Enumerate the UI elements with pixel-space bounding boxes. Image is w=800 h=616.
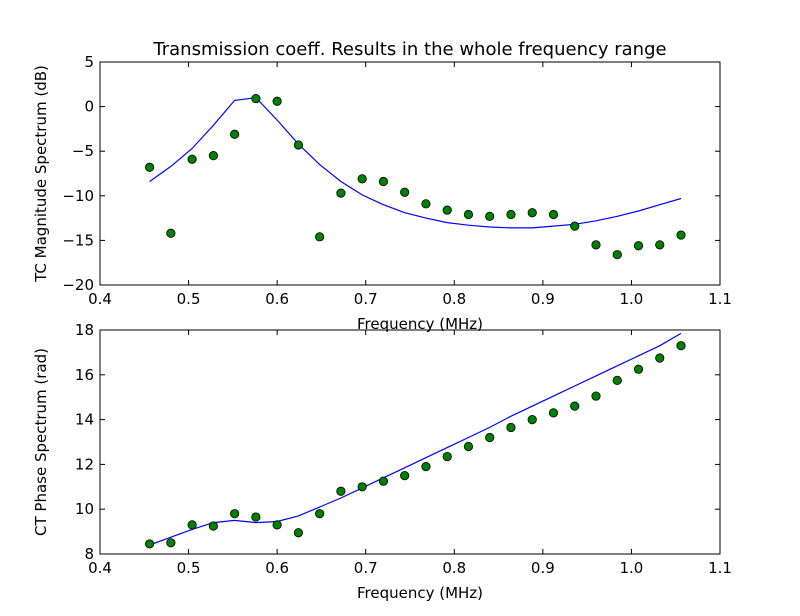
phase-data-point — [251, 512, 261, 522]
phase-data-point — [378, 476, 389, 486]
phase-data-point — [230, 509, 240, 519]
phase-x-tick-label: 0.5 — [177, 559, 201, 577]
magnitude-data-point — [251, 93, 261, 104]
magnitude-data-point — [230, 129, 240, 139]
phase-data-point — [485, 432, 495, 443]
magnitude-data-point — [570, 221, 580, 231]
magnitude-x-tick-label: 0.9 — [531, 290, 555, 308]
phase-model-line — [149, 332, 682, 546]
phase-y-tick-label: 14 — [75, 411, 94, 429]
phase-data-point — [357, 482, 367, 492]
magnitude-y-tick-label: 0 — [84, 98, 94, 116]
phase-data-point — [633, 364, 644, 374]
magnitude-data-point — [463, 209, 474, 220]
magnitude-x-tick-label: 0.5 — [177, 290, 201, 308]
magnitude-y-tick-label: −15 — [62, 231, 94, 249]
magnitude-data-point — [272, 96, 282, 106]
magnitude-data-point — [633, 241, 644, 251]
phase-y-tick-label: 8 — [84, 545, 94, 563]
magnitude-y-axis-label: TC Magnitude Spectrum (dB) — [32, 65, 50, 283]
phase-x-tick-label: 0.7 — [354, 559, 378, 577]
magnitude-plot-frame — [99, 61, 721, 286]
phase-y-tick-label: 16 — [75, 366, 94, 384]
phase-data-point — [421, 462, 431, 472]
magnitude-data-point — [527, 208, 537, 218]
magnitude-data-point — [187, 154, 197, 164]
phase-y-tick-label: 18 — [75, 321, 94, 339]
phase-data-point — [272, 520, 282, 530]
phase-data-point — [208, 521, 218, 531]
phase-x-axis-label: Frequency (MHz) — [357, 584, 483, 602]
magnitude-data-point — [612, 250, 622, 260]
magnitude-data-point — [421, 199, 431, 209]
magnitude-data-point — [548, 209, 559, 220]
magnitude-y-tick-label: −5 — [72, 142, 94, 160]
magnitude-y-tick-label: 5 — [84, 53, 94, 71]
phase-data-point — [527, 414, 537, 425]
phase-data-point — [442, 451, 452, 462]
magnitude-y-tick-label: −10 — [62, 187, 94, 205]
magnitude-data-point — [591, 240, 601, 250]
phase-data-point — [612, 375, 622, 385]
phase-data-point — [548, 408, 559, 418]
phase-data-point — [570, 401, 580, 411]
magnitude-data-point — [676, 230, 686, 240]
phase-x-tick-label: 0.9 — [531, 559, 555, 577]
magnitude-x-axis-label: Frequency (MHz) — [357, 315, 483, 333]
phase-data-point — [187, 520, 197, 530]
phase-data-point — [166, 538, 176, 548]
magnitude-x-tick-label: 0.6 — [265, 290, 289, 308]
phase-panel: 0.4 0.5 0.6 0.7 0.8 0.9 1.0 1.1 8 10 12 14 16 18 Frequ… — [32, 321, 732, 602]
phase-data-point — [400, 470, 410, 481]
phase-x-tick-label: 0.8 — [442, 559, 466, 577]
phase-data-point — [655, 353, 665, 363]
phase-y-tick-label: 10 — [75, 500, 94, 518]
magnitude-data-point — [357, 174, 367, 184]
magnitude-data-point — [400, 187, 410, 197]
magnitude-model-line — [149, 97, 682, 229]
phase-y-axis-label: CT Phase Spectrum (rad) — [32, 348, 50, 536]
phase-data-point — [676, 341, 686, 351]
phase-data-point — [506, 422, 516, 433]
magnitude-data-point — [166, 228, 176, 238]
magnitude-data-point — [145, 162, 155, 172]
magnitude-x-tick-label: 0.4 — [88, 290, 112, 308]
magnitude-data-point — [655, 240, 665, 250]
phase-data-point — [315, 509, 325, 519]
magnitude-data-point — [293, 140, 303, 150]
phase-data-point — [145, 539, 155, 549]
phase-data-point — [463, 441, 474, 452]
magnitude-data-point — [378, 176, 389, 187]
magnitude-x-tick-label: 0.7 — [354, 290, 378, 308]
magnitude-x-tick-label: 1.0 — [619, 290, 643, 308]
magnitude-data-point — [315, 232, 325, 242]
phase-x-tick-label: 0.4 — [88, 559, 112, 577]
magnitude-data-point — [485, 211, 495, 221]
phase-y-tick-label: 12 — [75, 455, 94, 473]
magnitude-x-tick-label: 0.8 — [442, 290, 466, 308]
magnitude-data-point — [208, 151, 218, 161]
magnitude-data-point — [442, 205, 452, 215]
magnitude-x-tick-label: 1.1 — [708, 290, 732, 308]
magnitude-data-point — [506, 209, 516, 220]
phase-data-point — [293, 528, 303, 538]
figure-title: Transmission coeff. Results in the whole… — [152, 39, 666, 60]
phase-x-tick-label: 1.1 — [708, 559, 732, 577]
magnitude-panel: 0.4 0.5 0.6 0.7 0.8 0.9 1.0 1.1 −20 −15 −10 −5 0 5 Fre… — [32, 53, 732, 333]
phase-data-point — [591, 391, 601, 401]
magnitude-data-point — [336, 188, 346, 198]
phase-x-tick-label: 1.0 — [619, 559, 643, 577]
phase-x-tick-label: 0.6 — [265, 559, 289, 577]
magnitude-y-tick-label: −20 — [62, 276, 94, 294]
phase-data-point — [336, 486, 346, 496]
phase-plot-frame — [99, 329, 721, 555]
